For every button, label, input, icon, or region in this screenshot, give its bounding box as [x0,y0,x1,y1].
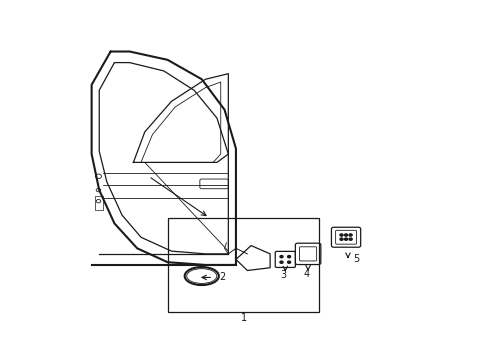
Circle shape [340,238,343,240]
Text: 5: 5 [354,255,360,264]
Circle shape [340,234,343,236]
Text: 3: 3 [280,270,287,280]
Text: 4: 4 [304,269,310,279]
Circle shape [349,234,352,236]
Bar [168,218,319,312]
Circle shape [288,256,291,258]
Text: 1: 1 [241,312,246,323]
Circle shape [288,261,291,263]
Circle shape [280,261,283,263]
Text: 2: 2 [219,273,225,283]
Circle shape [280,256,283,258]
Bar [96,195,103,210]
Circle shape [344,234,347,236]
Circle shape [344,238,347,240]
Circle shape [349,238,352,240]
